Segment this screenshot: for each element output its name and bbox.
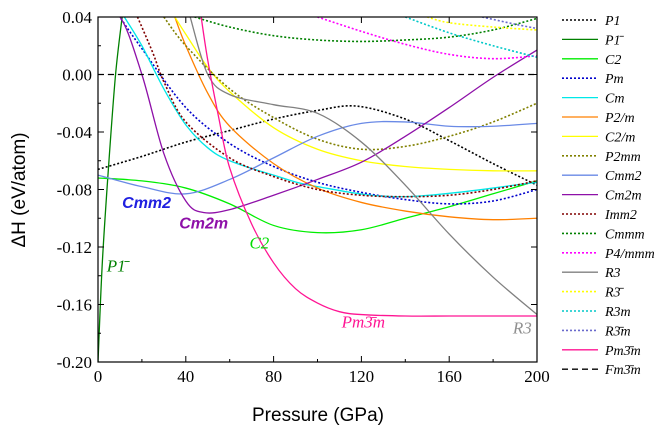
x-tick-label: 200 bbox=[524, 367, 550, 386]
y-tick-label: -0.12 bbox=[57, 238, 92, 257]
legend-label: R3 bbox=[604, 266, 621, 281]
legend-label: Pm bbox=[604, 72, 624, 87]
legend-label: P2/m bbox=[604, 111, 635, 126]
legend-label: Cmm2 bbox=[605, 169, 642, 184]
series-line-12 bbox=[317, 17, 537, 60]
legend-label: R3m bbox=[604, 305, 631, 320]
legend-label: Pm3̄m bbox=[604, 344, 641, 359]
legend-label: R3̄ bbox=[604, 286, 625, 301]
series-line-0 bbox=[98, 105, 537, 186]
series-line-5 bbox=[174, 17, 537, 221]
y-tick-label: -0.16 bbox=[57, 296, 92, 315]
y-tick-label: -0.08 bbox=[57, 181, 92, 200]
legend-label: R3̄m bbox=[604, 324, 631, 339]
y-axis-title: ΔH (eV/atom) bbox=[9, 132, 30, 247]
y-tick-label: -0.20 bbox=[57, 353, 92, 372]
curve-label: C2 bbox=[249, 233, 269, 252]
x-tick-label: 0 bbox=[94, 367, 103, 386]
legend-label: Fm3̄m bbox=[604, 363, 641, 378]
y-tick-label: -0.04 bbox=[57, 123, 93, 142]
plot-frame bbox=[97, 16, 538, 363]
x-axis-title: Pressure (GPa) bbox=[252, 405, 384, 426]
series-line-4 bbox=[123, 17, 537, 198]
x-tick-label: 80 bbox=[265, 367, 282, 386]
axis-ticks: 0 40 80 120 160 200 0.04 0.00 -0.04 -0.08 -0.12 -0.… bbox=[57, 8, 550, 386]
curve-label: Cm2m bbox=[179, 215, 228, 232]
legend-label: Imm2 bbox=[604, 208, 637, 223]
x-tick-label: 40 bbox=[177, 367, 194, 386]
series-line-3 bbox=[119, 17, 537, 205]
series-line-14 bbox=[427, 17, 537, 31]
legend-label: P2mm bbox=[604, 150, 641, 165]
x-tick-label: 120 bbox=[349, 367, 375, 386]
legend-label: Cm bbox=[605, 92, 624, 107]
legend-label: Cm2m bbox=[605, 189, 642, 204]
plot-series bbox=[98, 17, 537, 362]
series-line-1 bbox=[98, 17, 123, 362]
series-line-7 bbox=[163, 17, 537, 151]
curve-label: Pm3̄m bbox=[341, 313, 385, 332]
curve-label: R3 bbox=[512, 318, 532, 337]
legend-label: C2/m bbox=[605, 130, 635, 145]
x-tick-label: 160 bbox=[436, 367, 462, 386]
legend-label: P1̄ bbox=[604, 33, 625, 48]
series-line-13 bbox=[189, 17, 537, 316]
series-line-8 bbox=[98, 120, 537, 195]
series-line-16 bbox=[481, 17, 537, 30]
curve-label: Cmm2 bbox=[122, 195, 171, 212]
series-line-11 bbox=[194, 17, 537, 43]
legend-label: C2 bbox=[605, 53, 621, 68]
series-line-9 bbox=[98, 17, 537, 214]
curve-annotations: Cmm2 Cm2m C2 P1̄ Pm3̄m R3 bbox=[106, 195, 532, 337]
legend: P1 P1̄ C2 Pm Cm P2/m C2/m P2mm Cmm2 Cm2m Imm2 Cmmm P… bbox=[562, 14, 655, 378]
y-tick-label: 0.04 bbox=[62, 8, 92, 27]
curve-label: P1̄ bbox=[106, 256, 131, 275]
series-line-17 bbox=[200, 17, 537, 317]
legend-label: Cmmm bbox=[605, 227, 645, 242]
y-tick-label: 0.00 bbox=[62, 66, 92, 85]
legend-label: P4/mmm bbox=[604, 247, 655, 262]
series-line-15 bbox=[405, 17, 537, 59]
legend-label: P1 bbox=[604, 14, 621, 29]
